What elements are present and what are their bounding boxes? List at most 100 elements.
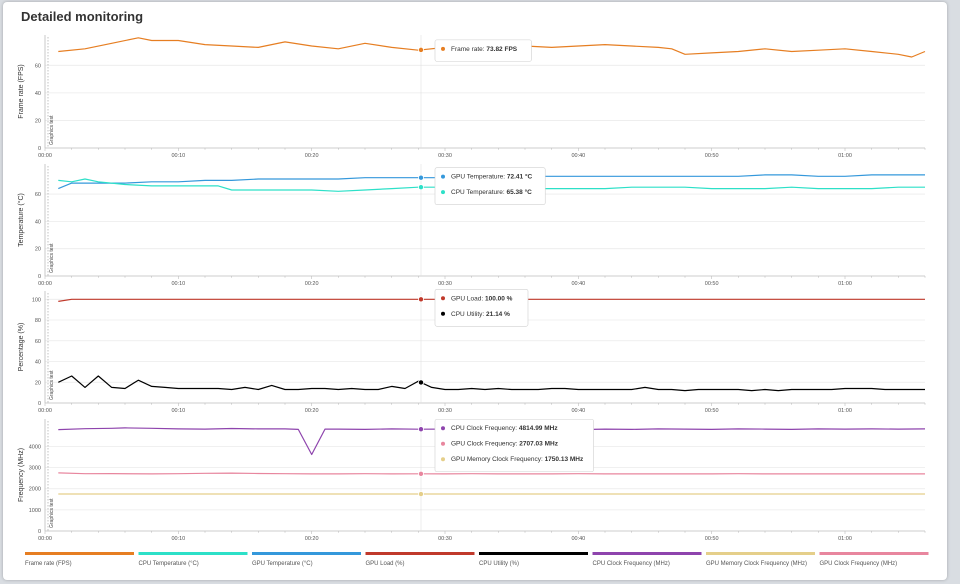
tooltip-value: 2707.03 MHz	[519, 441, 558, 448]
chart-panel-3: 0 20 40 60 80 100 00:00 00:10 00:20 00:30 00:40 00:…	[18, 288, 926, 414]
tooltip-entry: CPU Temperature: 65.38 °C	[451, 188, 532, 196]
y-tick-label: 40	[35, 219, 41, 225]
x-tick-label: 00:10	[171, 536, 185, 542]
x-tick-label: 00:30	[438, 408, 452, 414]
y-tick-label: 0	[38, 146, 41, 152]
legend-label: GPU Memory Clock Frequency (MHz)	[706, 561, 807, 567]
legend-item-cpu-utility[interactable]: CPU Utility (%)	[479, 552, 588, 567]
series-line-gpu-clock-frequency-mhz	[58, 472, 925, 475]
hover-point[interactable]	[417, 296, 424, 303]
x-tick-label: 00:00	[38, 281, 52, 287]
tooltip-box	[434, 418, 594, 473]
x-tick-label: 00:40	[571, 408, 585, 414]
legend-item-gpu-clock-frequency-mhz[interactable]: GPU Clock Frequency (MHz)	[819, 552, 929, 567]
marker-label: Graphics test	[49, 243, 55, 273]
y-tick-label: 0	[38, 274, 41, 280]
legend-item-gpu-temperature-c[interactable]: GPU Temperature (°C)	[252, 552, 361, 567]
tooltip-box	[434, 167, 546, 205]
y-tick-label: 20	[35, 380, 41, 386]
legend-swatch	[25, 552, 134, 555]
x-tick-label: 00:20	[305, 153, 319, 159]
x-tick-label: 00:40	[571, 536, 585, 542]
legend-item-gpu-memory-clock-frequency-mhz[interactable]: GPU Memory Clock Frequency (MHz)	[706, 552, 815, 567]
x-tick-label: 00:10	[171, 153, 185, 159]
x-tick-label: 00:00	[38, 408, 52, 414]
y-tick-label: 20	[35, 247, 41, 253]
y-tick-label: 60	[35, 192, 41, 198]
tooltip-value: 4814.99 MHz	[519, 425, 558, 432]
x-tick-label: 01:00	[838, 281, 852, 287]
legend-label: Frame rate (FPS)	[25, 561, 72, 567]
x-tick-label: 01:00	[838, 408, 852, 414]
legend-swatch	[138, 552, 248, 555]
hover-point[interactable]	[417, 46, 424, 53]
legend-item-cpu-temperature-c[interactable]: CPU Temperature (°C)	[138, 552, 248, 567]
hover-point[interactable]	[417, 184, 424, 191]
tooltip-entry: GPU Memory Clock Frequency: 1750.13 MHz	[451, 456, 584, 463]
tooltip: GPU Load: 100.00 % CPU Utility: 21.14 %	[434, 288, 529, 327]
x-tick-label: 01:00	[838, 536, 852, 542]
hover-point[interactable]	[417, 174, 424, 181]
legend-swatch	[252, 552, 361, 555]
y-tick-label: 1000	[29, 508, 41, 514]
tooltip-box	[434, 288, 529, 327]
page-title: Detailed monitoring	[21, 9, 144, 24]
y-axis-title: Temperature (°C)	[17, 193, 25, 247]
tooltip-box	[434, 39, 532, 62]
y-tick-label: 40	[35, 360, 41, 366]
tooltip: Frame rate: 73.82 FPS	[434, 39, 532, 62]
tooltip-entry: GPU Temperature: 72.41 °C	[451, 173, 533, 181]
legend-item-gpu-load[interactable]: GPU Load (%)	[365, 552, 475, 567]
tooltip-dot	[441, 311, 445, 316]
legend-label: CPU Temperature (°C)	[139, 561, 199, 567]
tooltip-dot	[441, 457, 445, 462]
tooltip: CPU Clock Frequency: 4814.99 MHz GPU Cloc…	[434, 418, 594, 473]
tooltip-label: CPU Clock Frequency:	[451, 425, 519, 432]
tooltip-value: 72.41 °C	[507, 173, 533, 181]
x-tick-label: 00:50	[705, 536, 719, 542]
legend-item-cpu-clock-frequency-mhz[interactable]: CPU Clock Frequency (MHz)	[592, 552, 702, 567]
hover-point[interactable]	[417, 470, 424, 477]
x-tick-label: 00:00	[38, 536, 52, 542]
x-tick-label: 00:20	[305, 536, 319, 542]
x-tick-label: 00:00	[38, 153, 52, 159]
legend-label: GPU Temperature (°C)	[252, 561, 313, 567]
y-tick-label: 2000	[29, 487, 41, 493]
x-tick-label: 00:50	[705, 281, 719, 287]
y-tick-label: 60	[35, 339, 41, 345]
x-tick-label: 00:40	[571, 153, 585, 159]
tooltip-dot	[441, 441, 445, 446]
tooltip-entry: GPU Clock Frequency: 2707.03 MHz	[451, 441, 559, 448]
legend-item-frame-rate-fps[interactable]: Frame rate (FPS)	[25, 552, 134, 567]
hover-point[interactable]	[417, 426, 424, 433]
y-axis-title: Frame rate (FPS)	[18, 64, 25, 118]
tooltip-dot	[441, 296, 445, 301]
y-tick-label: 0	[38, 529, 41, 535]
tooltip-entry: Frame rate: 73.82 FPS	[451, 46, 518, 53]
tooltip-entry: GPU Load: 100.00 %	[451, 295, 513, 302]
legend-label: CPU Utility (%)	[479, 561, 519, 567]
y-tick-label: 100	[32, 297, 41, 303]
tooltip: GPU Temperature: 72.41 °C CPU Temperature…	[434, 167, 546, 205]
tooltip-dot	[441, 190, 445, 195]
tooltip-entry: CPU Clock Frequency: 4814.99 MHz	[451, 425, 558, 432]
y-tick-label: 3000	[29, 466, 41, 472]
hover-point[interactable]	[417, 379, 424, 386]
tooltip-label: GPU Clock Frequency:	[451, 441, 519, 448]
tooltip-dot	[441, 174, 445, 179]
hover-point[interactable]	[417, 491, 424, 498]
tooltip-value: 100.00 %	[485, 295, 513, 302]
tooltip-entry: CPU Utility: 21.14 %	[451, 311, 510, 318]
tooltip-value: 1750.13 MHz	[545, 456, 584, 463]
tooltip-dot	[441, 46, 445, 51]
legend-label: GPU Load (%)	[366, 561, 405, 567]
x-tick-label: 00:20	[305, 281, 319, 287]
x-tick-label: 00:50	[705, 408, 719, 414]
tooltip-label: CPU Temperature:	[451, 189, 507, 196]
x-tick-label: 00:30	[438, 153, 452, 159]
series-line-gpu-load	[58, 298, 925, 302]
legend-swatch	[819, 552, 929, 555]
series-line-cpu-utility	[58, 375, 925, 392]
legend-swatch	[365, 552, 475, 555]
